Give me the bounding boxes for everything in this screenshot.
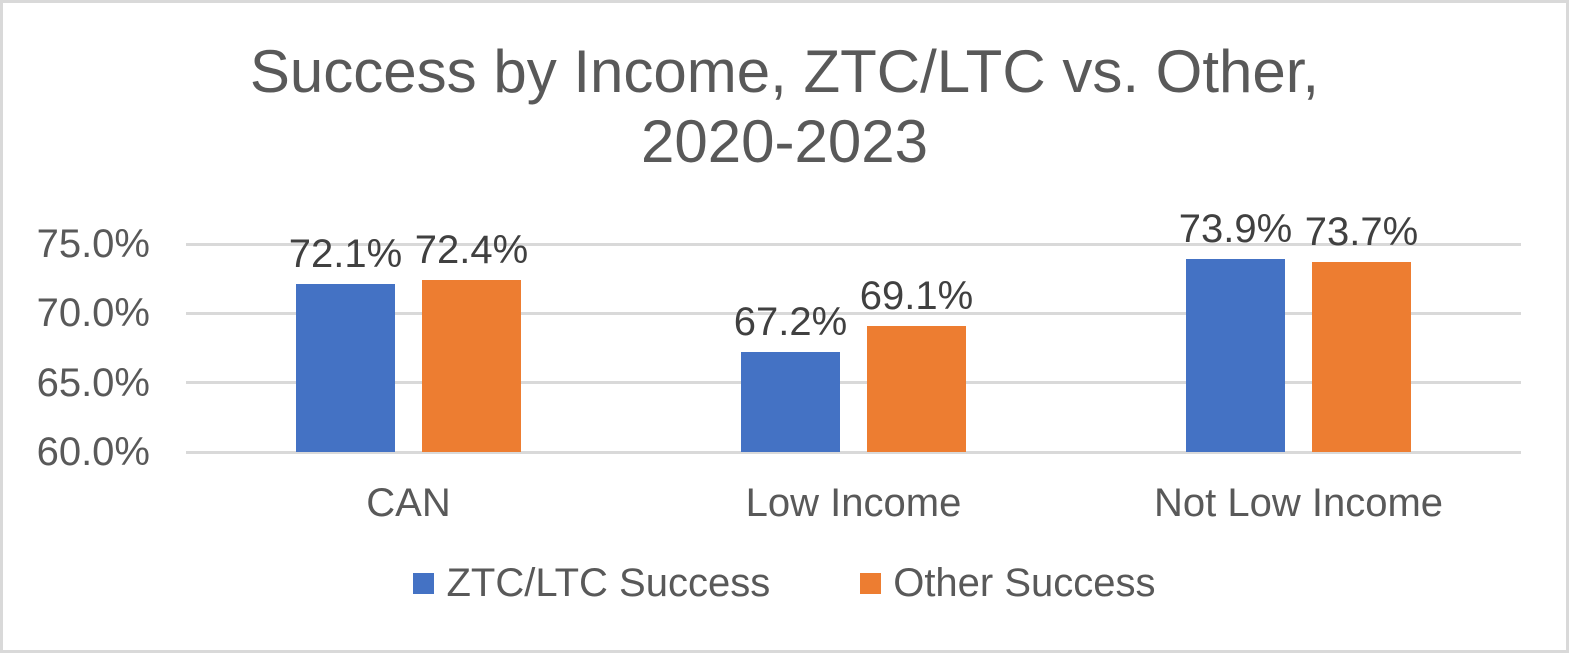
y-axis-tick-label: 60.0% <box>36 430 150 474</box>
bar-ztc-ltc-success-low-income <box>741 352 840 452</box>
x-axis-label-low-income: Low Income <box>745 481 962 525</box>
legend-item-ztc-ltc-success: ZTC/LTC Success <box>413 561 770 606</box>
y-axis-tick-label: 70.0% <box>36 291 150 336</box>
y-axis-tick-label: 65.0% <box>36 360 150 405</box>
data-label-other-success-low-income: 69.1% <box>859 273 974 318</box>
bar-ztc-ltc-success-not-low-income <box>1186 259 1285 452</box>
legend-swatch-other-success-icon <box>860 573 882 594</box>
data-label-other-success-can: 72.4% <box>414 228 529 273</box>
legend: ZTC/LTC Success Other Success <box>3 561 1566 606</box>
data-label-other-success-not-low-income: 73.7% <box>1304 210 1419 254</box>
data-label-ztc-ltc-success-not-low-income: 73.9% <box>1178 207 1293 252</box>
bar-other-success-not-low-income <box>1312 262 1411 452</box>
x-axis-label-not-low-income: Not Low Income <box>1153 481 1444 525</box>
legend-label: Other Success <box>893 561 1156 605</box>
chart-title: Success by Income, ZTC/LTC vs. Other, 20… <box>249 38 1320 175</box>
gridline <box>186 381 1521 385</box>
bar-other-success-can <box>422 280 521 452</box>
x-axis-line <box>186 450 1521 454</box>
bar-other-success-low-income <box>867 325 966 452</box>
y-axis-tick-label: 75.0% <box>36 222 150 266</box>
data-label-ztc-ltc-success-can: 72.1% <box>288 232 403 277</box>
data-label-ztc-ltc-success-low-income: 67.2% <box>733 300 848 345</box>
legend-swatch-ztc-ltc-success-icon <box>413 573 435 594</box>
x-axis-label-can: CAN <box>366 481 451 525</box>
legend-label: ZTC/LTC Success <box>446 561 771 605</box>
legend-item-other-success: Other Success <box>860 561 1156 606</box>
gridline <box>186 311 1521 315</box>
bar-ztc-ltc-success-can <box>296 284 395 452</box>
gridline <box>186 242 1521 246</box>
